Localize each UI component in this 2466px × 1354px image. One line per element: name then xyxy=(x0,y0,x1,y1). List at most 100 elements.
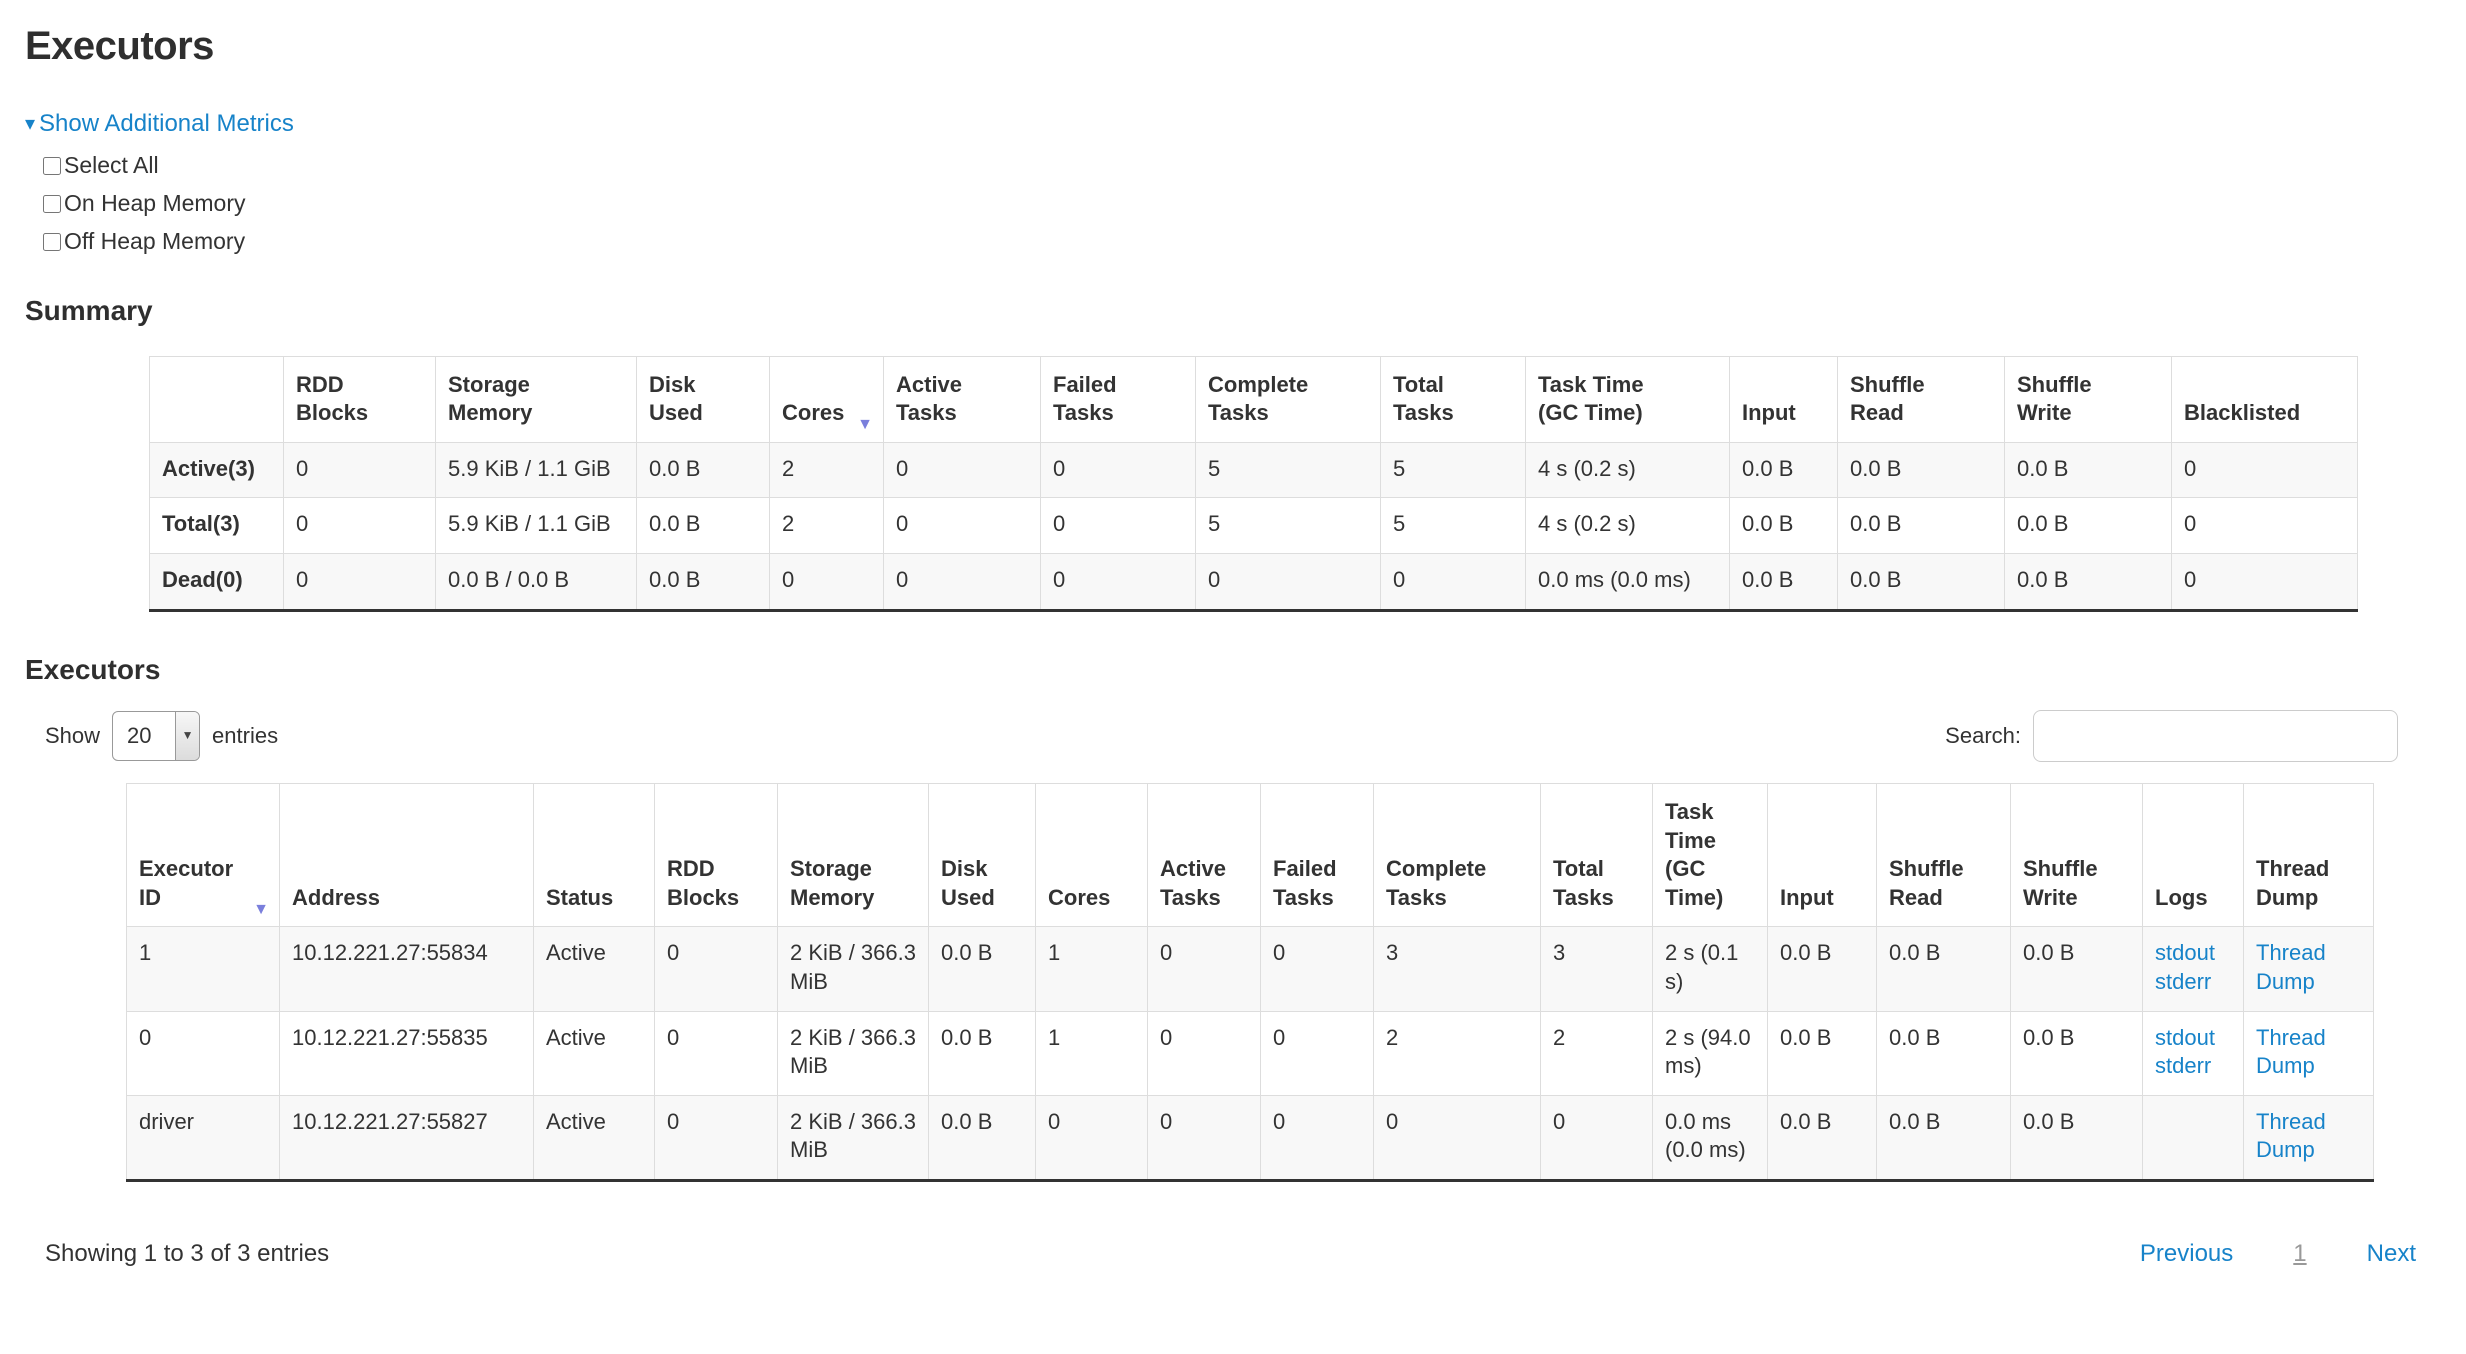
cell: 0.0 B xyxy=(928,1094,1036,1181)
off-heap-memory-checkbox[interactable] xyxy=(43,233,61,252)
off-heap-memory-label: Off Heap Memory xyxy=(64,228,246,255)
on-heap-memory-checkbox[interactable] xyxy=(43,195,61,214)
cell: 0 xyxy=(283,497,436,554)
summary-col-cores[interactable]: Cores ▼ xyxy=(769,355,884,443)
stderr-link[interactable]: stderr xyxy=(2155,968,2212,994)
cell: 5.9 KiB / 1.1 GiB xyxy=(435,497,637,554)
summary-col-failed-tasks[interactable]: Failed Tasks xyxy=(1040,355,1196,443)
summary-table: RDD Blocks Storage Memory Disk Used Core… xyxy=(149,355,2358,612)
executors-header-row: Executor ID ▼ Address Status RDD Blocks S… xyxy=(126,782,2374,928)
summary-col-complete-tasks[interactable]: Complete Tasks xyxy=(1195,355,1381,443)
cell-executor-id: 0 xyxy=(126,1010,280,1096)
exec-col-cores[interactable]: Cores xyxy=(1035,782,1148,928)
summary-col-rdd-blocks[interactable]: RDD Blocks xyxy=(283,355,436,443)
cell: 0 xyxy=(1147,1094,1261,1181)
summary-col-task-time[interactable]: Task Time (GC Time) xyxy=(1525,355,1730,443)
exec-col-executor-id[interactable]: Executor ID ▼ xyxy=(126,782,280,928)
summary-col-total-tasks[interactable]: Total Tasks xyxy=(1380,355,1526,443)
cell: 0 xyxy=(283,552,436,611)
cell-task-time: 2 s (0.1 s) xyxy=(1652,926,1768,1012)
executor-row: driver 10.12.221.27:55827 Active 0 2 KiB… xyxy=(126,1094,2374,1181)
cell-address: 10.12.221.27:55835 xyxy=(279,1010,534,1096)
cell: 5 xyxy=(1195,441,1381,499)
cell: 0.0 B xyxy=(1767,1094,1877,1181)
summary-row-active: Active(3) 0 5.9 KiB / 1.1 GiB 0.0 B 2 0 … xyxy=(149,441,2358,499)
thread-dump-link[interactable]: Thread Dump xyxy=(2256,1108,2326,1163)
executors-table: Executor ID ▼ Address Status RDD Blocks S… xyxy=(126,782,2374,1182)
cell: 0.0 B xyxy=(1837,552,2005,611)
cell: 0.0 B xyxy=(1837,441,2005,499)
thread-dump-link[interactable]: Thread Dump xyxy=(2256,940,2326,994)
exec-col-total-tasks[interactable]: Total Tasks xyxy=(1540,782,1653,928)
summary-col-disk-used[interactable]: Disk Used xyxy=(636,355,770,443)
cell: 0.0 B xyxy=(2010,926,2143,1012)
cell-task-time: 0.0 ms (0.0 ms) xyxy=(1652,1094,1768,1181)
stderr-link[interactable]: stderr xyxy=(2155,1053,2212,1079)
cell: 4 s (0.2 s) xyxy=(1525,441,1730,499)
table-controls: Show 20 ▼ entries Search: xyxy=(25,709,2466,762)
exec-col-logs[interactable]: Logs xyxy=(2142,782,2244,928)
cell: 0.0 B xyxy=(1767,926,1877,1012)
cell-status: Active xyxy=(533,1094,655,1181)
summary-col-input[interactable]: Input xyxy=(1729,355,1838,443)
summary-col-blacklisted[interactable]: Blacklisted xyxy=(2171,355,2358,443)
cell-logs-empty xyxy=(2142,1094,2244,1181)
page-length-select[interactable]: 20 ▼ xyxy=(112,710,201,761)
search-input[interactable] xyxy=(2033,709,2398,762)
exec-col-status[interactable]: Status xyxy=(533,782,655,928)
cell: 0.0 B xyxy=(1729,552,1838,611)
exec-col-shuffle-read[interactable]: Shuffle Read xyxy=(1876,782,2011,928)
exec-col-thread-dump[interactable]: Thread Dump xyxy=(2243,782,2374,928)
exec-col-storage-memory[interactable]: Storage Memory xyxy=(777,782,929,928)
cell-executor-id: 1 xyxy=(126,926,280,1012)
cell-executor-id: driver xyxy=(126,1094,280,1181)
summary-col-active-tasks[interactable]: Active Tasks xyxy=(883,355,1041,443)
summary-heading: Summary xyxy=(25,295,153,327)
page-number-1[interactable]: 1 xyxy=(2293,1239,2307,1267)
previous-page-button[interactable]: Previous xyxy=(2139,1239,2234,1267)
thread-dump-link[interactable]: Thread Dump xyxy=(2256,1024,2326,1079)
exec-col-shuffle-write[interactable]: Shuffle Write xyxy=(2010,782,2143,928)
exec-col-complete-tasks[interactable]: Complete Tasks xyxy=(1373,782,1541,928)
exec-col-address[interactable]: Address xyxy=(279,782,534,928)
summary-col-storage-memory[interactable]: Storage Memory xyxy=(435,355,637,443)
cell: 0 xyxy=(1260,1010,1374,1096)
exec-col-disk-used[interactable]: Disk Used xyxy=(928,782,1036,928)
cell: 0.0 B xyxy=(636,552,770,611)
cell: 0 xyxy=(1147,1010,1261,1096)
summary-col-shuffle-read[interactable]: Shuffle Read xyxy=(1837,355,2005,443)
select-all-checkbox[interactable] xyxy=(43,157,61,176)
cell: 3 xyxy=(1540,926,1653,1012)
summary-col-shuffle-write[interactable]: Shuffle Write xyxy=(2004,355,2172,443)
cell: 5 xyxy=(1195,497,1381,554)
cell: 2 xyxy=(769,497,884,554)
cell: 1 xyxy=(1035,926,1148,1012)
cell: 0 xyxy=(1147,926,1261,1012)
select-arrow-icon: ▼ xyxy=(175,711,200,760)
cell: 0 xyxy=(1035,1094,1148,1181)
summary-header-row: RDD Blocks Storage Memory Disk Used Core… xyxy=(149,355,2358,443)
cell: 0.0 B xyxy=(2010,1010,2143,1096)
exec-col-input[interactable]: Input xyxy=(1767,782,1877,928)
cell: 5 xyxy=(1380,441,1526,499)
executor-row: 0 10.12.221.27:55835 Active 0 2 KiB / 36… xyxy=(126,1010,2374,1096)
exec-col-rdd-blocks[interactable]: RDD Blocks xyxy=(654,782,778,928)
show-label: Show xyxy=(45,722,101,748)
cell: 0.0 B xyxy=(1876,1094,2011,1181)
summary-row-label: Total(3) xyxy=(149,497,284,554)
cell: 0 xyxy=(769,552,884,611)
exec-col-active-tasks[interactable]: Active Tasks xyxy=(1147,782,1261,928)
exec-col-failed-tasks[interactable]: Failed Tasks xyxy=(1260,782,1374,928)
cell: 0.0 B xyxy=(1729,497,1838,554)
next-page-button[interactable]: Next xyxy=(2366,1239,2416,1267)
select-all-label: Select All xyxy=(64,152,159,179)
stdout-link[interactable]: stdout xyxy=(2155,1024,2215,1050)
exec-col-task-time[interactable]: Task Time (GC Time) xyxy=(1652,782,1768,928)
show-additional-metrics-toggle[interactable]: ▾ Show Additional Metrics xyxy=(25,108,294,139)
table-footer: Showing 1 to 3 of 3 entries Previous 1 N… xyxy=(25,1238,2466,1269)
cell: 0.0 B xyxy=(2004,552,2172,611)
cell-address: 10.12.221.27:55834 xyxy=(279,926,534,1012)
stdout-link[interactable]: stdout xyxy=(2155,940,2215,966)
cell: 5.9 KiB / 1.1 GiB xyxy=(435,441,637,499)
show-additional-metrics-label: Show Additional Metrics xyxy=(39,110,294,137)
